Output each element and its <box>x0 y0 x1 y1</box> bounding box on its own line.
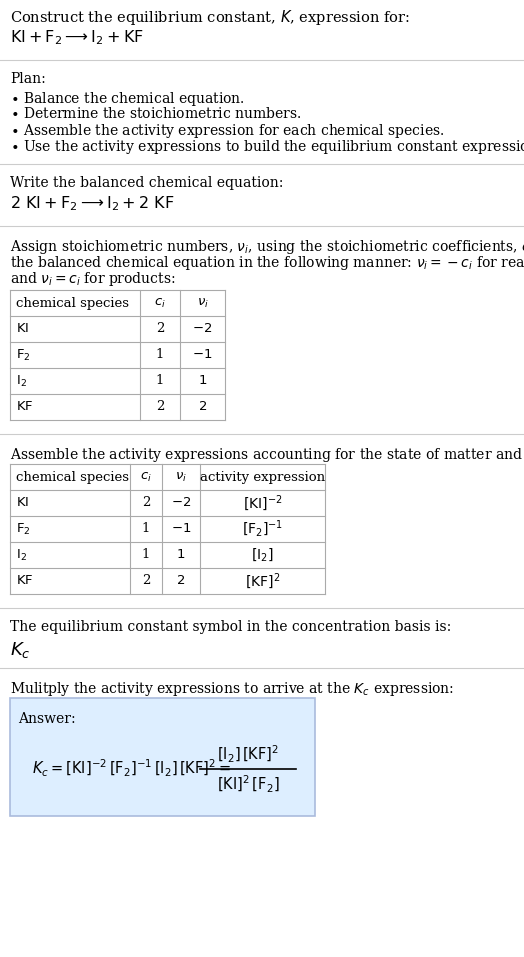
Text: $-1$: $-1$ <box>192 348 213 362</box>
Text: 2: 2 <box>156 400 164 413</box>
Text: $\mathrm{[I_2]}$: $\mathrm{[I_2]}$ <box>251 546 274 564</box>
Text: $\mathrm{KF}$: $\mathrm{KF}$ <box>16 574 34 588</box>
Text: $\mathrm{[I_2]\,[KF]^{2}}$: $\mathrm{[I_2]\,[KF]^{2}}$ <box>217 744 279 765</box>
Text: chemical species: chemical species <box>16 471 129 483</box>
Text: $2$: $2$ <box>198 400 207 413</box>
Text: 1: 1 <box>142 548 150 562</box>
Text: 2: 2 <box>156 323 164 336</box>
FancyBboxPatch shape <box>10 698 315 816</box>
Text: $\mathrm{F_2}$: $\mathrm{F_2}$ <box>16 347 30 363</box>
Text: 2: 2 <box>142 497 150 509</box>
Text: $\bullet$ Balance the chemical equation.: $\bullet$ Balance the chemical equation. <box>10 90 245 108</box>
Text: Assemble the activity expressions accounting for the state of matter and $\nu_i$: Assemble the activity expressions accoun… <box>10 446 524 464</box>
Text: $\bullet$ Use the activity expressions to build the equilibrium constant express: $\bullet$ Use the activity expressions t… <box>10 138 524 156</box>
Text: Answer:: Answer: <box>18 712 75 726</box>
Text: $1$: $1$ <box>177 548 185 562</box>
Text: $\mathrm{KI + F_2 \longrightarrow I_2 + KF}$: $\mathrm{KI + F_2 \longrightarrow I_2 + … <box>10 28 144 47</box>
Text: $-2$: $-2$ <box>192 323 213 336</box>
Text: the balanced chemical equation in the following manner: $\nu_i = -c_i$ for react: the balanced chemical equation in the fo… <box>10 254 524 272</box>
Text: 2: 2 <box>142 574 150 588</box>
Text: $c_i$: $c_i$ <box>154 297 166 309</box>
Text: $1$: $1$ <box>198 374 207 388</box>
Text: activity expression: activity expression <box>200 471 325 483</box>
Text: $-2$: $-2$ <box>171 497 191 509</box>
Text: $\mathrm{F_2}$: $\mathrm{F_2}$ <box>16 522 30 537</box>
Text: and $\nu_i = c_i$ for products:: and $\nu_i = c_i$ for products: <box>10 270 176 288</box>
Text: 1: 1 <box>142 523 150 536</box>
Text: Assign stoichiometric numbers, $\nu_i$, using the stoichiometric coefficients, $: Assign stoichiometric numbers, $\nu_i$, … <box>10 238 524 256</box>
Text: $\mathrm{[KI]^{-2}}$: $\mathrm{[KI]^{-2}}$ <box>243 493 282 513</box>
Text: $K_c$: $K_c$ <box>10 640 30 660</box>
Text: $-1$: $-1$ <box>171 523 191 536</box>
Text: $\mathrm{I_2}$: $\mathrm{I_2}$ <box>16 547 27 563</box>
Text: $\mathrm{KI}$: $\mathrm{KI}$ <box>16 497 29 509</box>
Text: $\mathrm{[KI]^{2}\,[F_2]}$: $\mathrm{[KI]^{2}\,[F_2]}$ <box>217 773 279 794</box>
Text: $K_c = \mathrm{[KI]^{-2}\,[F_2]^{-1}\,[I_2]\,[KF]^{2} =}$: $K_c = \mathrm{[KI]^{-2}\,[F_2]^{-1}\,[I… <box>32 757 231 779</box>
Text: Write the balanced chemical equation:: Write the balanced chemical equation: <box>10 176 283 190</box>
Text: $\mathrm{[KF]^{2}}$: $\mathrm{[KF]^{2}}$ <box>245 571 280 590</box>
Text: $\bullet$ Assemble the activity expression for each chemical species.: $\bullet$ Assemble the activity expressi… <box>10 122 444 140</box>
Text: Mulitply the activity expressions to arrive at the $K_c$ expression:: Mulitply the activity expressions to arr… <box>10 680 454 698</box>
Text: Plan:: Plan: <box>10 72 46 86</box>
Text: $\mathrm{[F_2]^{-1}}$: $\mathrm{[F_2]^{-1}}$ <box>242 519 283 539</box>
Text: 1: 1 <box>156 374 164 388</box>
Text: 1: 1 <box>156 348 164 362</box>
Text: $\mathrm{I_2}$: $\mathrm{I_2}$ <box>16 373 27 389</box>
Text: The equilibrium constant symbol in the concentration basis is:: The equilibrium constant symbol in the c… <box>10 620 451 634</box>
Text: $2$: $2$ <box>177 574 185 588</box>
Text: $\mathrm{KI}$: $\mathrm{KI}$ <box>16 323 29 336</box>
Text: $\nu_i$: $\nu_i$ <box>175 471 187 483</box>
Text: $\mathrm{KF}$: $\mathrm{KF}$ <box>16 400 34 413</box>
Text: chemical species: chemical species <box>16 297 129 309</box>
Text: $\bullet$ Determine the stoichiometric numbers.: $\bullet$ Determine the stoichiometric n… <box>10 106 301 121</box>
Text: $c_i$: $c_i$ <box>140 471 152 483</box>
Text: $\mathrm{2\ KI + F_2 \longrightarrow I_2 + 2\ KF}$: $\mathrm{2\ KI + F_2 \longrightarrow I_2… <box>10 194 174 212</box>
Text: Construct the equilibrium constant, $K$, expression for:: Construct the equilibrium constant, $K$,… <box>10 8 410 27</box>
Text: $\nu_i$: $\nu_i$ <box>196 297 209 309</box>
